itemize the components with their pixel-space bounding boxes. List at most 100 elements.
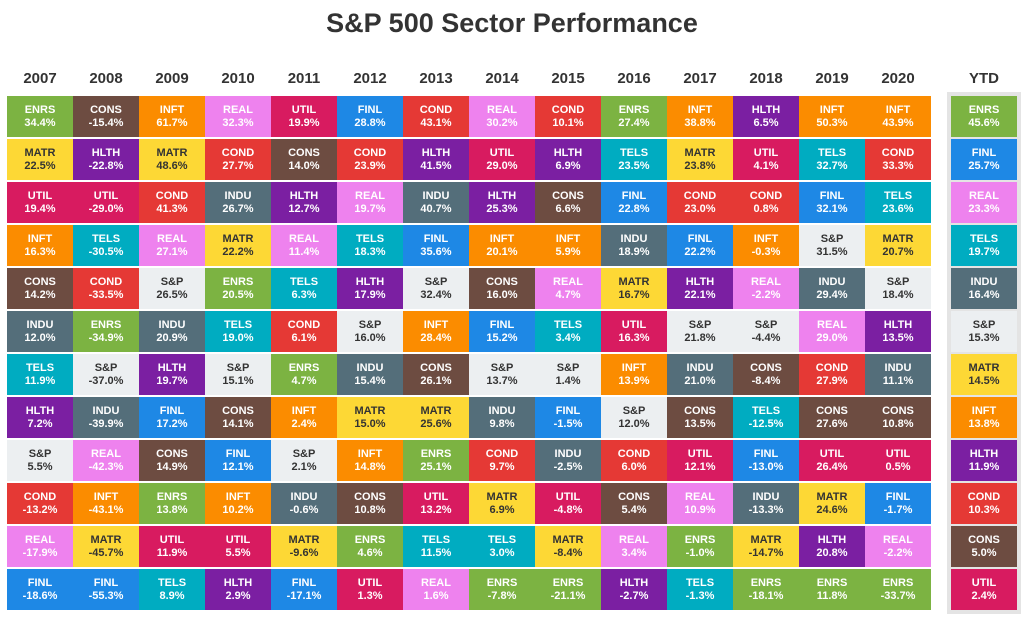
column-header-2017: 2017 (683, 70, 717, 87)
sector-label: TELS (289, 275, 319, 288)
return-value: 21.8% (684, 331, 716, 344)
sector-label: ENRS (618, 103, 650, 116)
cell-2014-finl: FINL 15.2% (469, 311, 535, 352)
cell-2015-matr: MATR -8.4% (535, 526, 601, 567)
sector-label: ENRS (24, 103, 56, 116)
return-value: 2.9% (225, 589, 251, 602)
return-value: 12.1% (684, 460, 716, 473)
sector-label: S&P (688, 318, 712, 331)
sector-label: CONS (684, 404, 716, 417)
return-value: 27.1% (156, 245, 188, 258)
return-value: -39.9% (88, 417, 124, 430)
return-value: 10.8% (882, 417, 914, 430)
cell-2020-sp: S&P 18.4% (865, 268, 931, 309)
cell-2011-util: UTIL 19.9% (271, 96, 337, 137)
return-value: 6.0% (621, 460, 647, 473)
sector-label: MATR (486, 490, 518, 503)
cell-2010-real: REAL 32.3% (205, 96, 271, 137)
return-value: 29.4% (816, 288, 848, 301)
cell-2008-tels: TELS -30.5% (73, 225, 139, 266)
return-value: 23.9% (354, 159, 386, 172)
return-value: 3.0% (489, 546, 515, 559)
cell-2008-real: REAL -42.3% (73, 440, 139, 481)
sector-label: ENRS (684, 533, 716, 546)
sector-label: S&P (490, 361, 514, 374)
sector-label: UTIL (621, 318, 647, 331)
return-value: 11.4% (288, 245, 320, 258)
cell-2013-tels: TELS 11.5% (403, 526, 469, 567)
sector-label: UTIL (819, 447, 845, 460)
return-value: 4.7% (291, 374, 317, 387)
return-value: 13.5% (882, 331, 914, 344)
cell-2009-matr: MATR 48.6% (139, 139, 205, 180)
return-value: 32.3% (222, 116, 254, 129)
sector-label: FINL (357, 103, 383, 116)
sector-label: INDU (554, 447, 582, 460)
cell-2016-sp: S&P 12.0% (601, 397, 667, 438)
sector-label: UTIL (423, 490, 449, 503)
cell-2009-hlth: HLTH 19.7% (139, 354, 205, 395)
return-value: 33.3% (882, 159, 914, 172)
return-value: 14.1% (222, 417, 254, 430)
cell-2008-matr: MATR -45.7% (73, 526, 139, 567)
sector-label: INFT (819, 103, 845, 116)
return-value: 16.0% (354, 331, 386, 344)
sector-label: UTIL (489, 146, 515, 159)
cell-2012-indu: INDU 15.4% (337, 354, 403, 395)
cell-2017-hlth: HLTH 22.1% (667, 268, 733, 309)
cell-2007-hlth: HLTH 7.2% (7, 397, 73, 438)
return-value: -12.5% (748, 417, 784, 430)
sector-label: S&P (754, 318, 778, 331)
return-value: 2.1% (291, 460, 317, 473)
sector-label: INFT (687, 103, 713, 116)
return-value: 13.7% (486, 374, 518, 387)
cell-2018-hlth: HLTH 6.5% (733, 96, 799, 137)
sector-label: FINL (885, 490, 911, 503)
sector-label: MATR (420, 404, 452, 417)
sector-label: COND (551, 103, 585, 116)
cell-2019-hlth: HLTH 20.8% (799, 526, 865, 567)
cell-2013-enrs: ENRS 25.1% (403, 440, 469, 481)
cell-2007-matr: MATR 22.5% (7, 139, 73, 180)
sector-label: CONS (486, 275, 518, 288)
return-value: 14.0% (288, 159, 320, 172)
return-value: -17.9% (22, 546, 58, 559)
return-value: -15.4% (88, 116, 124, 129)
cell-2010-indu: INDU 26.7% (205, 182, 271, 223)
sector-label: UTIL (357, 576, 383, 589)
sector-label: S&P (972, 318, 996, 331)
sector-label: ENRS (816, 576, 848, 589)
cell-2018-finl: FINL -13.0% (733, 440, 799, 481)
return-value: 29.0% (486, 159, 518, 172)
return-value: -30.5% (88, 245, 124, 258)
cell-2015-enrs: ENRS -21.1% (535, 569, 601, 610)
return-value: -13.0% (748, 460, 784, 473)
sector-label: REAL (685, 490, 715, 503)
return-value: 28.8% (354, 116, 386, 129)
cell-2016-inft: INFT 13.9% (601, 354, 667, 395)
return-value: 11.8% (816, 589, 848, 602)
column-header-ytd: YTD (969, 70, 999, 87)
return-value: -1.7% (883, 503, 913, 516)
cell-2017-tels: TELS -1.3% (667, 569, 733, 610)
return-value: 17.9% (354, 288, 386, 301)
return-value: 20.9% (156, 331, 188, 344)
return-value: 13.8% (968, 417, 1000, 430)
sector-label: HLTH (817, 533, 847, 546)
sector-label: COND (683, 189, 717, 202)
sector-label: REAL (883, 533, 913, 546)
return-value: 48.6% (156, 159, 188, 172)
sector-label: COND (815, 361, 849, 374)
cell-2017-enrs: ENRS -1.0% (667, 526, 733, 567)
sector-label: INFT (621, 361, 647, 374)
cell-2008-cons: CONS -15.4% (73, 96, 139, 137)
sector-label: UTIL (753, 146, 779, 159)
sector-label: S&P (226, 361, 250, 374)
sector-label: HLTH (553, 146, 583, 159)
return-value: 26.1% (420, 374, 452, 387)
cell-ytd-cond: COND 10.3% (951, 483, 1017, 524)
sector-label: S&P (292, 447, 316, 460)
sector-label: HLTH (883, 318, 913, 331)
cell-2015-sp: S&P 1.4% (535, 354, 601, 395)
return-value: 1.3% (357, 589, 383, 602)
